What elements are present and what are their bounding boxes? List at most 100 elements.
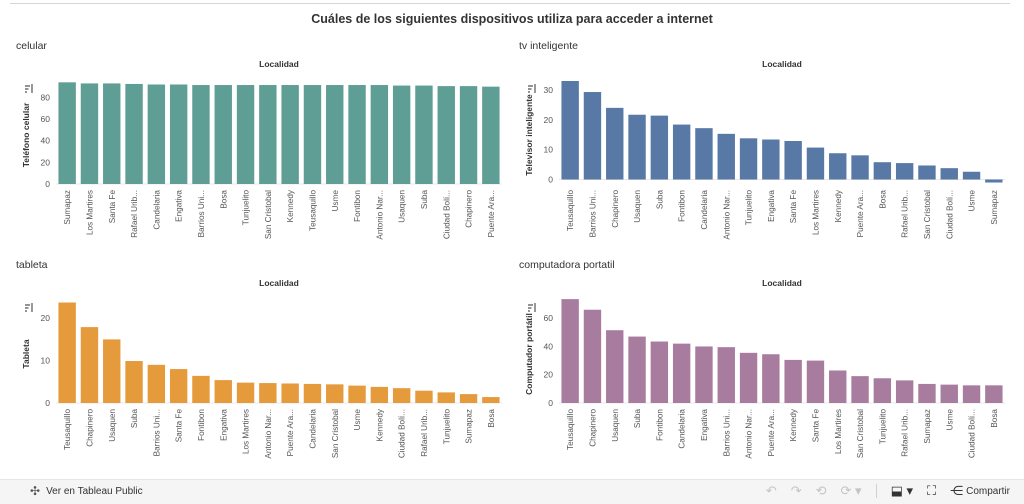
bar[interactable]	[482, 86, 500, 184]
bar[interactable]	[583, 309, 602, 403]
bar[interactable]	[169, 84, 188, 184]
bar[interactable]	[103, 83, 121, 184]
category-label: Chapinero	[588, 409, 597, 447]
bar[interactable]	[214, 380, 232, 403]
bar[interactable]	[147, 364, 166, 403]
bar[interactable]	[672, 124, 691, 180]
category-label: Engativa	[700, 409, 709, 441]
bar[interactable]	[437, 392, 455, 403]
bar[interactable]	[784, 359, 802, 403]
bar[interactable]	[236, 382, 255, 403]
bar[interactable]	[650, 115, 669, 180]
bar[interactable]	[895, 380, 914, 403]
bar[interactable]	[628, 114, 646, 180]
bar[interactable]	[58, 302, 76, 403]
bar[interactable]	[214, 85, 232, 184]
bar[interactable]	[985, 385, 1003, 403]
bar[interactable]	[806, 147, 825, 180]
bar[interactable]	[762, 354, 780, 403]
bar[interactable]	[650, 341, 669, 403]
bar[interactable]	[169, 369, 188, 403]
download-icon[interactable]: ⬓ ▾	[890, 483, 913, 498]
category-label: Suba	[633, 409, 642, 429]
bar[interactable]	[303, 383, 322, 403]
chart-header-title: Localidad	[259, 59, 299, 69]
bar[interactable]	[962, 385, 981, 403]
bar[interactable]	[326, 85, 344, 184]
bar[interactable]	[482, 397, 500, 403]
bar[interactable]	[873, 378, 892, 403]
bar[interactable]	[125, 83, 143, 184]
bar[interactable]	[940, 384, 958, 403]
refresh-icon[interactable]: ⟳ ▾	[840, 483, 862, 498]
bar[interactable]	[985, 179, 1003, 183]
bar[interactable]	[784, 141, 802, 180]
bar[interactable]	[672, 343, 691, 403]
sort-icon[interactable]	[528, 303, 536, 312]
bar[interactable]	[628, 336, 646, 403]
bar[interactable]	[895, 163, 914, 180]
bar[interactable]	[940, 168, 958, 180]
bar[interactable]	[459, 394, 478, 403]
bar[interactable]	[606, 107, 624, 180]
bar[interactable]	[437, 86, 455, 184]
bar[interactable]	[415, 390, 433, 403]
category-label: Ciudad Bolí...	[968, 409, 977, 458]
bar[interactable]	[561, 80, 579, 180]
bar[interactable]	[717, 347, 735, 403]
bar[interactable]	[392, 388, 411, 403]
sort-icon[interactable]	[25, 303, 33, 312]
bar[interactable]	[192, 375, 210, 403]
fullscreen-icon[interactable]: ⛶	[926, 483, 937, 498]
bar[interactable]	[370, 386, 389, 403]
bar[interactable]	[103, 339, 121, 403]
bar[interactable]	[962, 171, 981, 180]
bar[interactable]	[829, 153, 847, 180]
bar[interactable]	[80, 83, 99, 184]
bar[interactable]	[348, 385, 366, 403]
bar[interactable]	[80, 327, 99, 403]
bar[interactable]	[695, 128, 713, 180]
revert-icon[interactable]: ⟲	[815, 483, 827, 498]
bar[interactable]	[192, 85, 210, 184]
bar[interactable]	[125, 361, 143, 403]
bar[interactable]	[259, 85, 277, 184]
bar[interactable]	[606, 330, 624, 403]
bar[interactable]	[326, 384, 344, 403]
bar[interactable]	[259, 383, 277, 403]
bar[interactable]	[459, 86, 478, 184]
bar[interactable]	[58, 82, 76, 184]
view-on-tableau-link[interactable]: ✣ Ver en Tableau Public	[30, 484, 143, 498]
bar[interactable]	[236, 85, 255, 184]
bar[interactable]	[348, 85, 366, 184]
bar[interactable]	[739, 138, 758, 180]
bar[interactable]	[147, 84, 166, 184]
bar[interactable]	[762, 139, 780, 180]
bar[interactable]	[583, 92, 602, 180]
bar[interactable]	[806, 360, 825, 403]
bar[interactable]	[918, 165, 936, 180]
bar[interactable]	[281, 383, 299, 403]
bar[interactable]	[303, 85, 322, 184]
bar[interactable]	[561, 299, 579, 403]
bar[interactable]	[281, 85, 299, 184]
category-label: Santa Fe	[789, 190, 798, 224]
bar[interactable]	[370, 85, 389, 184]
undo-icon[interactable]: ↶	[765, 483, 777, 498]
bar[interactable]	[851, 376, 869, 403]
sort-icon[interactable]	[528, 84, 536, 93]
bar[interactable]	[695, 346, 713, 403]
bar[interactable]	[873, 162, 892, 180]
y-tick-label: 20	[544, 370, 554, 380]
share-button[interactable]: ⋲ Compartir	[950, 483, 1010, 499]
sort-icon[interactable]	[25, 84, 33, 93]
bar[interactable]	[415, 85, 433, 184]
bar[interactable]	[829, 370, 847, 403]
redo-icon[interactable]: ↷	[790, 483, 802, 498]
bar[interactable]	[918, 383, 936, 403]
bar[interactable]	[739, 352, 758, 403]
bar[interactable]	[392, 85, 411, 184]
category-label: Usaquen	[633, 190, 642, 223]
bar[interactable]	[717, 133, 735, 180]
bar[interactable]	[851, 155, 869, 180]
